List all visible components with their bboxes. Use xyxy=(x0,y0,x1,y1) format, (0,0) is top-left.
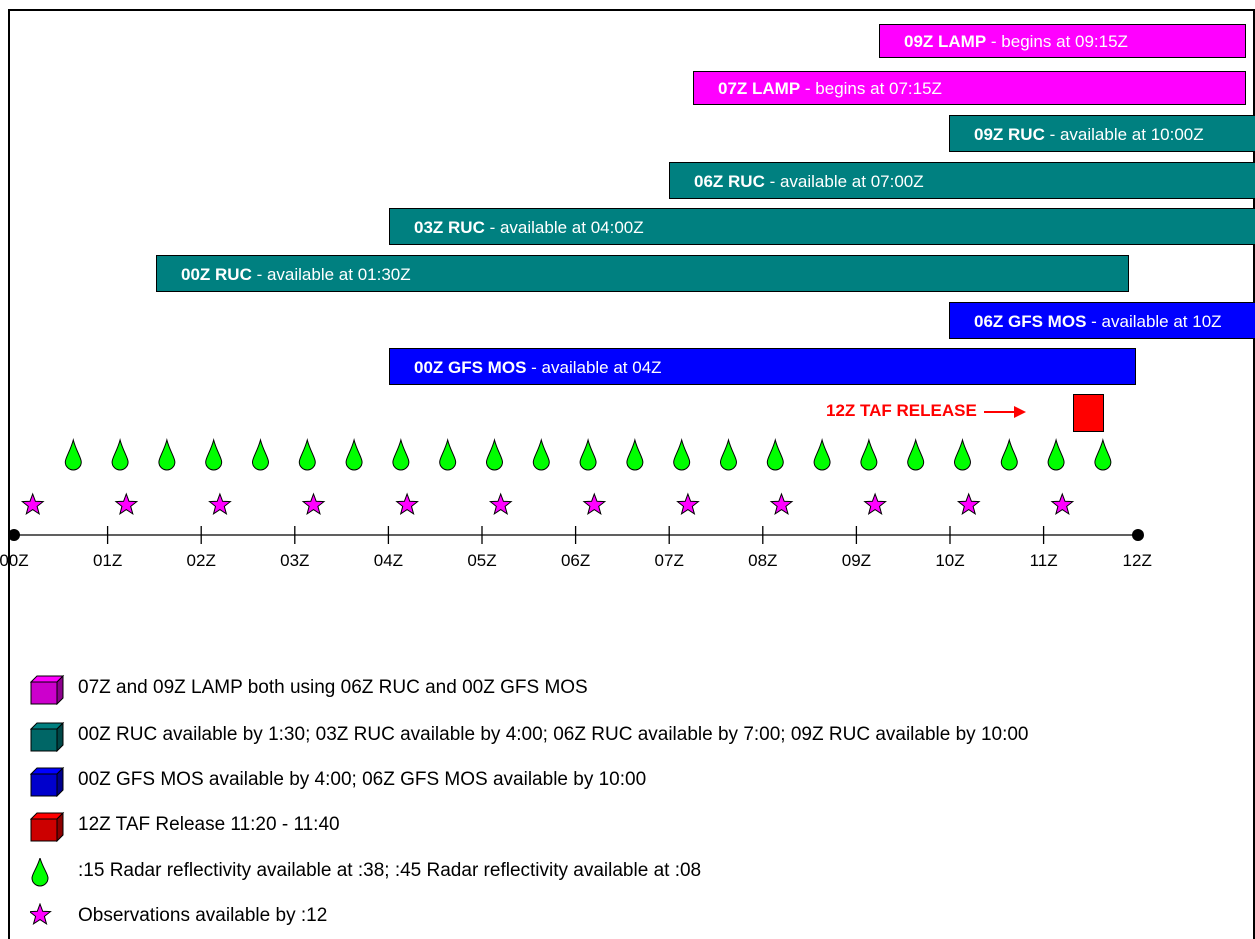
legend-obs-text: Observations available by :12 xyxy=(78,905,328,926)
bar-00z-ruc-title: 00Z RUC xyxy=(181,265,252,284)
bar-00z-gfs-mos-desc: - available at 04Z xyxy=(526,358,662,377)
star-icon xyxy=(956,492,981,516)
raindrop-icon xyxy=(345,438,363,471)
legend-lamp-text: 07Z and 09Z LAMP both using 06Z RUC and … xyxy=(78,677,588,698)
star-icon xyxy=(30,903,52,926)
bar-06z-ruc-title: 06Z RUC xyxy=(694,172,765,191)
tick-label-09z: 09Z xyxy=(841,551,872,570)
raindrop-icon xyxy=(579,438,597,471)
raindrop-icon xyxy=(485,438,503,471)
star-icon xyxy=(208,492,232,516)
bar-09z-lamp: 09Z LAMP - begins at 09:15Z xyxy=(879,24,1246,58)
cube-icon xyxy=(30,767,65,797)
legend-ruc-text: 00Z RUC available by 1:30; 03Z RUC avail… xyxy=(78,724,1029,745)
tick-label-03z: 03Z xyxy=(280,551,310,570)
raindrop-icon xyxy=(439,438,457,471)
tick-label-12z: 12Z xyxy=(1122,551,1152,570)
raindrop-icon xyxy=(766,438,784,471)
bar-07z-lamp-desc: - begins at 07:15Z xyxy=(800,79,942,98)
diagram-frame xyxy=(8,9,1255,939)
raindrop-icon xyxy=(860,438,878,471)
raindrop-icon xyxy=(251,438,269,471)
star-icon xyxy=(395,492,419,516)
cube-icon xyxy=(30,812,65,842)
bar-00z-gfs-mos-title: 00Z GFS MOS xyxy=(414,358,527,377)
bar-00z-gfs-mos: 00Z GFS MOS - available at 04Z xyxy=(389,348,1136,385)
arrow-right-icon xyxy=(983,405,1026,418)
timeline-start-dot xyxy=(8,529,20,541)
bar-07z-lamp-title: 07Z LAMP xyxy=(718,79,801,98)
bar-09z-lamp-desc: - begins at 09:15Z xyxy=(986,32,1128,51)
bar-06z-gfs-mos-title: 06Z GFS MOS xyxy=(974,312,1087,331)
raindrop-icon xyxy=(626,438,644,471)
tick-label-08z: 08Z xyxy=(748,551,778,570)
raindrop-icon xyxy=(673,438,691,471)
tick-label-06z: 06Z xyxy=(560,551,591,570)
tick-label-01z: 01Z xyxy=(92,551,123,570)
star-icon xyxy=(488,492,513,516)
raindrop-icon xyxy=(205,438,223,471)
radar-drops xyxy=(64,438,1112,471)
bar-06z-ruc-desc: - available at 07:00Z xyxy=(764,172,924,191)
tick-label-11z: 11Z xyxy=(1029,551,1058,570)
raindrop-icon xyxy=(64,438,82,471)
bar-09z-ruc-desc: - available at 10:00Z xyxy=(1044,125,1204,144)
raindrop-icon xyxy=(298,438,316,471)
bar-09z-ruc: 09Z RUC - available at 10:00Z xyxy=(949,115,1255,152)
taf-release-text: 12Z TAF RELEASE xyxy=(826,401,977,420)
taf-release-label: 12Z TAF RELEASE xyxy=(826,401,1026,421)
bar-07z-lamp: 07Z LAMP - begins at 07:15Z xyxy=(693,71,1246,105)
raindrop-icon xyxy=(158,438,176,471)
star-icon xyxy=(769,492,794,516)
star-icon xyxy=(20,492,45,516)
tick-label-04z: 04Z xyxy=(373,551,404,570)
bar-00z-ruc: 00Z RUC - available at 01:30Z xyxy=(156,255,1129,292)
bar-06z-gfs-mos-desc: - available at 10Z xyxy=(1086,312,1222,331)
raindrop-icon xyxy=(953,438,971,471)
star-icon xyxy=(582,492,607,516)
legend-taf-text: 12Z TAF Release 11:20 - 11:40 xyxy=(78,814,340,835)
taf-release-box xyxy=(1073,394,1104,432)
star-icon xyxy=(114,492,139,516)
bar-06z-ruc: 06Z RUC - available at 07:00Z xyxy=(669,162,1255,199)
raindrop-icon xyxy=(392,438,410,471)
observation-stars xyxy=(20,492,1075,516)
tick-label-02z: 02Z xyxy=(186,551,216,570)
tick-label-07z: 07Z xyxy=(654,551,684,570)
raindrop-icon xyxy=(1047,438,1065,471)
bar-00z-ruc-desc: - available at 01:30Z xyxy=(251,265,411,284)
bar-09z-lamp-title: 09Z LAMP xyxy=(904,32,987,51)
raindrop-icon xyxy=(1094,438,1112,471)
timeline-axis xyxy=(8,526,1144,544)
legend-radar-text: :15 Radar reflectivity available at :38;… xyxy=(78,860,702,881)
cube-icon xyxy=(30,722,65,752)
bar-03z-ruc-title: 03Z RUC xyxy=(414,218,485,237)
star-icon xyxy=(301,492,326,516)
timeline-end-dot xyxy=(1132,529,1144,541)
bar-03z-ruc: 03Z RUC - available at 04:00Z xyxy=(389,208,1255,245)
legend-mos-text: 00Z GFS MOS available by 4:00; 06Z GFS M… xyxy=(78,769,647,790)
star-icon xyxy=(1050,492,1075,516)
cube-icon xyxy=(30,675,65,705)
tick-label-05z: 05Z xyxy=(467,551,497,570)
tick-label-10z: 10Z xyxy=(935,551,965,570)
bar-06z-gfs-mos: 06Z GFS MOS - available at 10Z xyxy=(949,302,1255,339)
raindrop-icon xyxy=(813,438,831,471)
raindrop-icon xyxy=(1000,438,1018,471)
bar-09z-ruc-title: 09Z RUC xyxy=(974,125,1045,144)
raindrop-icon xyxy=(907,438,925,471)
raindrop-icon xyxy=(532,438,550,471)
raindrop-icon xyxy=(111,438,129,471)
star-icon xyxy=(863,492,887,516)
bar-03z-ruc-desc: - available at 04:00Z xyxy=(484,218,644,237)
raindrop-icon xyxy=(719,438,737,471)
tick-label-00z: 00Z xyxy=(0,551,29,570)
raindrop-icon xyxy=(31,858,49,887)
star-icon xyxy=(676,492,700,516)
